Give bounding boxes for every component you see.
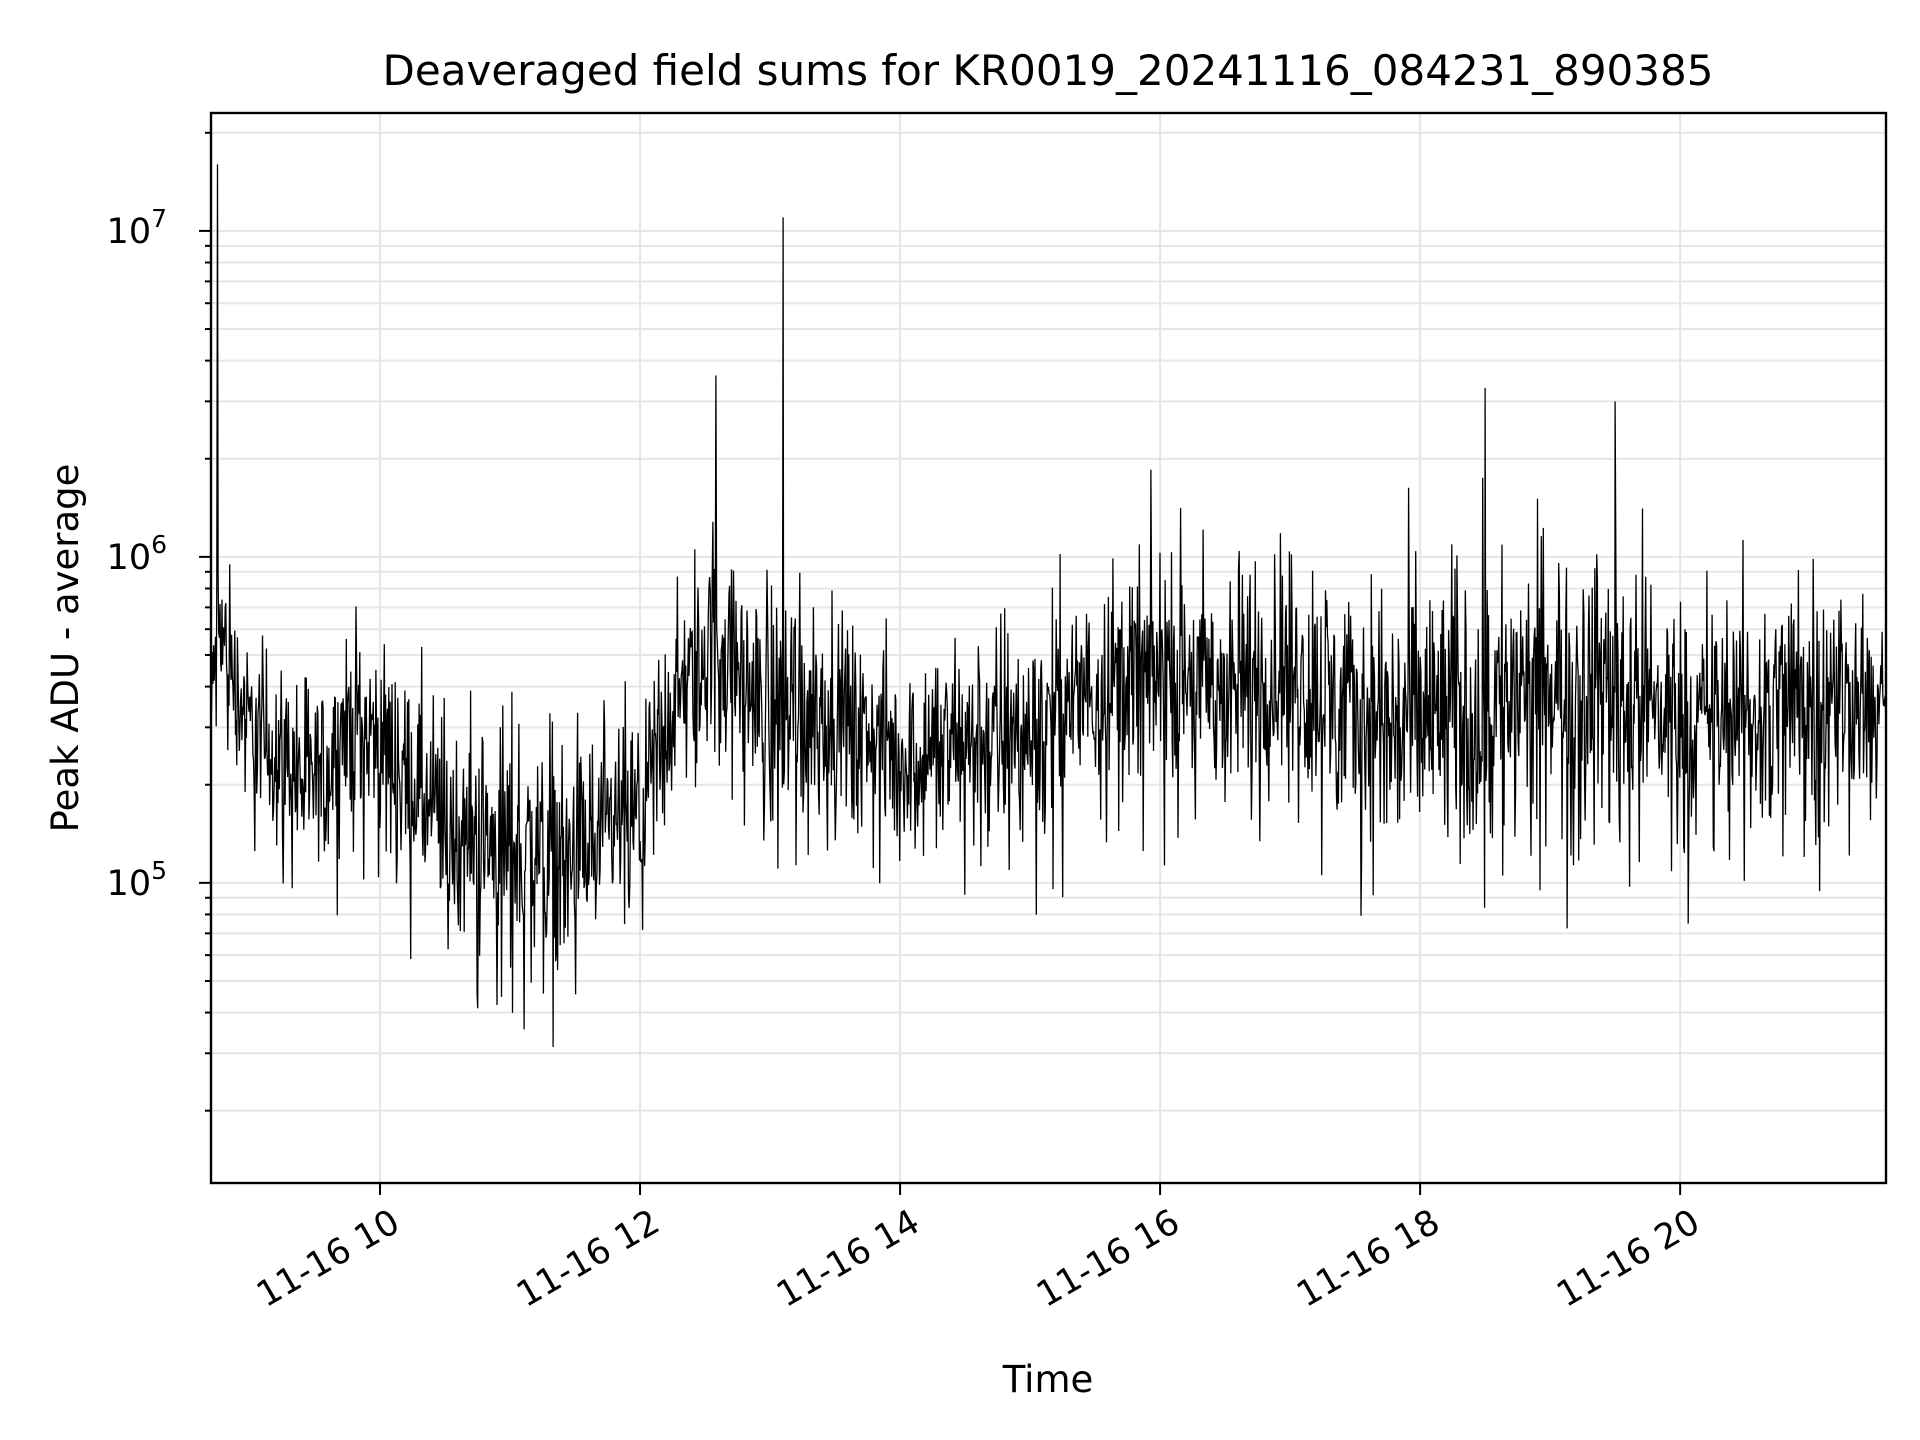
x-tick-label: 11-16 14 xyxy=(770,1202,926,1315)
x-axis: 11-16 10 11-16 12 11-16 14 11-16 16 11-16 18… xyxy=(250,1183,1707,1315)
series-line xyxy=(210,164,1887,1047)
chart-title: Deaveraged field sums for KR0019_2024111… xyxy=(383,46,1714,95)
plot-frame xyxy=(209,111,1888,1185)
grid xyxy=(211,113,1886,1183)
y-axis: 105 106 107 xyxy=(107,131,211,1112)
y-tick-label: 107 xyxy=(107,204,167,252)
x-tick-label: 11-16 20 xyxy=(1550,1202,1706,1315)
x-tick-label: 11-16 10 xyxy=(250,1202,406,1315)
x-tick-label: 11-16 16 xyxy=(1030,1202,1186,1315)
x-tick-label: 11-16 18 xyxy=(1290,1202,1446,1315)
series-layer xyxy=(210,164,1887,1047)
y-tick-label: 105 xyxy=(107,856,167,904)
y-axis-label: Peak ADU - average xyxy=(44,464,87,833)
x-axis-label: Time xyxy=(1002,1358,1094,1401)
y-tick-label: 106 xyxy=(107,530,167,578)
x-tick-label: 11-16 12 xyxy=(510,1202,666,1315)
